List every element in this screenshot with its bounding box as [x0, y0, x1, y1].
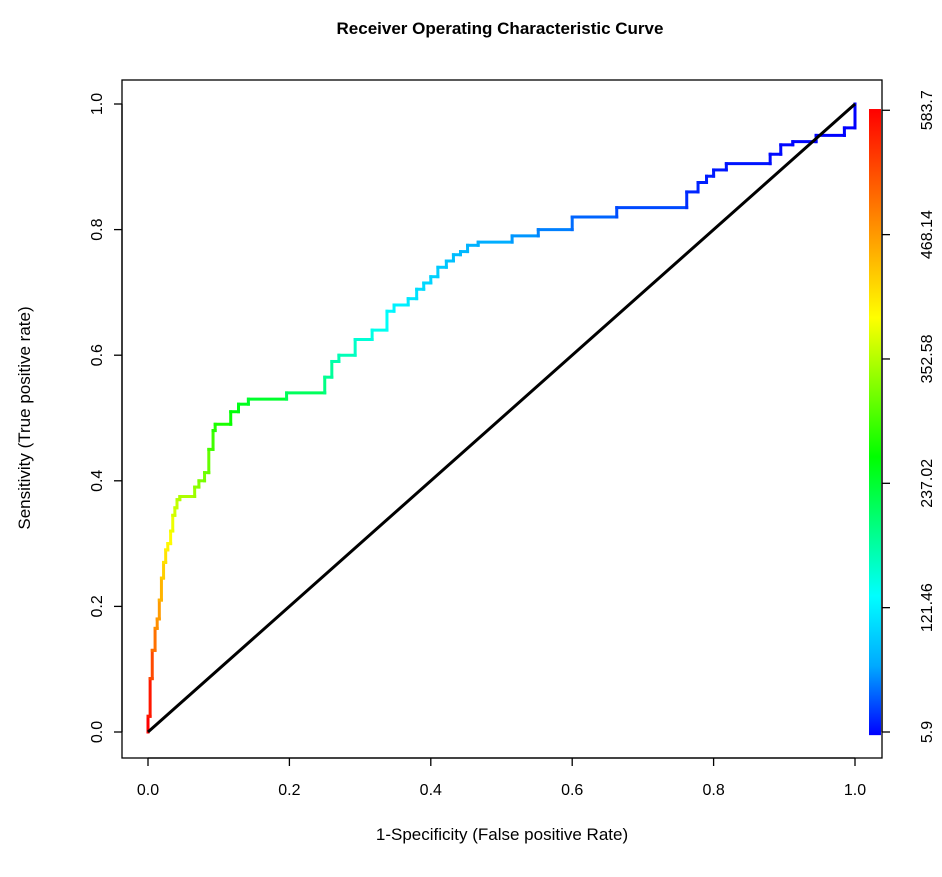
x-tick-label: 0.8: [702, 782, 724, 799]
colorbar-label: 237.02: [919, 459, 936, 508]
colorbar-label: 352.58: [919, 334, 936, 383]
colorbar-labels: 5.9 121.46 237.02 352.58 468.14 583.7: [881, 90, 936, 743]
x-tick-label: 0.4: [420, 782, 442, 799]
y-tick-label: 0.6: [89, 344, 106, 366]
reference-diagonal: [147, 102, 856, 734]
x-tick-label: 1.0: [844, 782, 866, 799]
y-tick-label: 0.4: [89, 470, 106, 492]
y-tick-label: 0.0: [89, 721, 106, 743]
colorbar-label: 121.46: [919, 583, 936, 632]
threshold-colorbar: [869, 109, 881, 736]
x-tick-label: 0.2: [278, 782, 300, 799]
y-axis: 0.0 0.2 0.4 0.6 0.8 1.0: [89, 93, 123, 743]
x-axis: 0.0 0.2 0.4 0.6 0.8 1.0: [137, 757, 866, 799]
x-tick-label: 0.6: [561, 782, 583, 799]
y-tick-label: 0.2: [89, 595, 106, 617]
colorbar-label: 583.7: [919, 90, 936, 130]
colorbar-label: 5.9: [919, 721, 936, 743]
y-tick-label: 0.8: [89, 218, 106, 240]
y-axis-label: Sensitivity (True positive rate): [15, 306, 34, 529]
colorbar-label: 468.14: [919, 210, 936, 259]
x-tick-label: 0.0: [137, 782, 159, 799]
chart-title: Receiver Operating Characteristic Curve: [337, 19, 664, 38]
y-tick-label: 1.0: [89, 93, 106, 115]
x-axis-label: 1-Specificity (False positive Rate): [376, 825, 628, 844]
